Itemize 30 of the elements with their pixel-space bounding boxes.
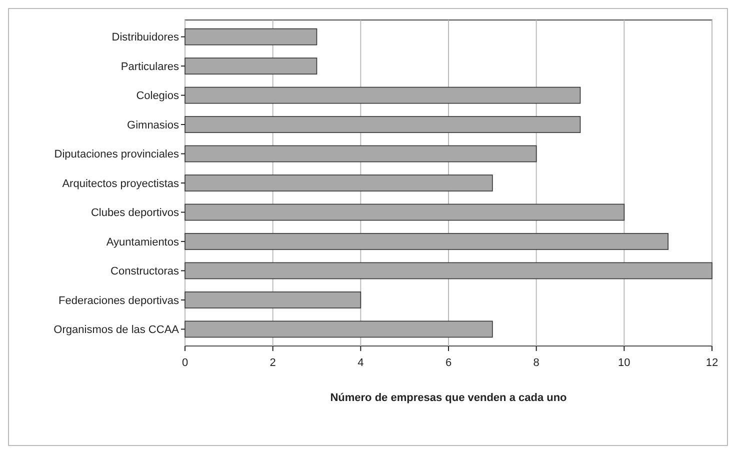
bar — [184, 174, 493, 192]
y-tick-label: Constructoras — [110, 266, 180, 278]
bar — [184, 262, 712, 280]
bar — [184, 58, 318, 74]
bar — [184, 292, 362, 308]
bar — [184, 204, 625, 221]
bar — [184, 116, 581, 133]
x-tick-label: 2 — [270, 357, 276, 369]
y-tick-label: Arquitectos proyectistas — [62, 178, 180, 190]
y-tick-label: Diputaciones provinciales — [54, 148, 180, 161]
y-tick-label: Distribuidores — [112, 32, 180, 44]
y-tick-label: Colegios — [136, 90, 180, 102]
bar — [184, 233, 668, 250]
bar — [184, 320, 493, 338]
y-tick-label: Federaciones deportivas — [58, 294, 180, 307]
x-axis-title: Número de empresas que venden a cada uno — [330, 392, 568, 404]
x-tick-label: 8 — [533, 357, 540, 369]
y-tick-label: Ayuntamientos — [106, 236, 180, 248]
x-tick-label: 4 — [358, 357, 364, 369]
bar — [184, 28, 318, 46]
x-tick-label: 6 — [445, 357, 452, 369]
bar — [184, 145, 537, 162]
bar — [184, 86, 581, 104]
y-tick-label: Particulares — [120, 60, 180, 73]
x-tick-label: 12 — [706, 357, 718, 369]
y-tick-label: Clubes deportivos — [90, 207, 180, 220]
x-tick-label: 10 — [618, 357, 630, 369]
y-tick-label: Organismos de las CCAA — [54, 324, 180, 336]
y-tick-label: Gimnasios — [127, 119, 180, 132]
x-tick-label: 0 — [182, 357, 188, 369]
